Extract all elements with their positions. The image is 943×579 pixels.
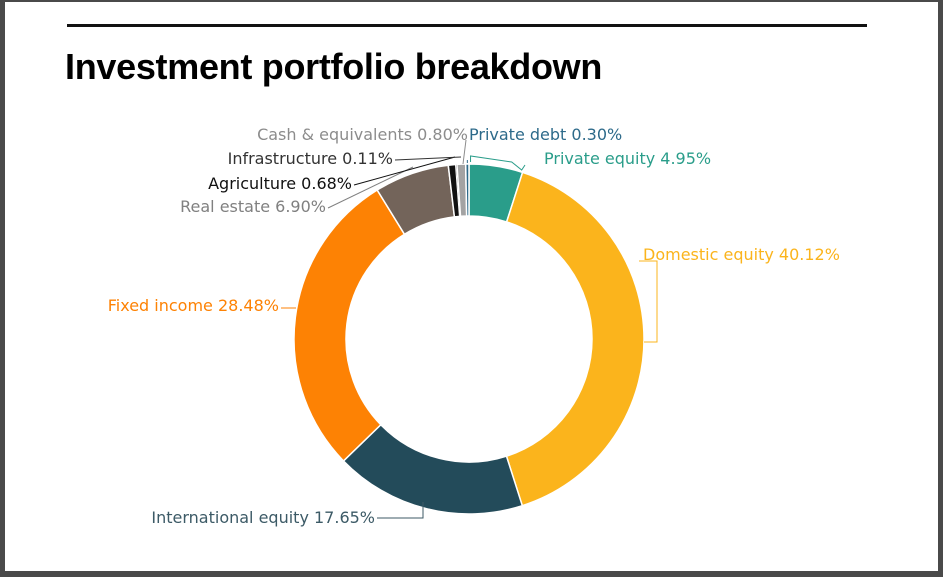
chart-title: Investment portfolio breakdown <box>65 46 603 87</box>
data-label-agriculture: Agriculture 0.68% <box>208 174 352 193</box>
data-label-international-equity: International equity 17.65% <box>151 508 375 527</box>
data-label-infrastructure: Infrastructure 0.11% <box>228 149 393 168</box>
slice-private-debt <box>464 163 470 217</box>
leader-line-international-equity <box>377 502 424 519</box>
leader-line-infrastructure <box>394 156 462 161</box>
data-label-private-equity: Private equity 4.95% <box>544 149 711 168</box>
leader-line-cash-and-equivalents <box>462 139 467 165</box>
slice-fixed-income <box>293 188 406 463</box>
data-label-private-debt: Private debt 0.30% <box>469 125 622 144</box>
leader-line-domestic-equity <box>639 260 658 343</box>
leader-line-agriculture <box>353 156 456 186</box>
leader-line-private-equity <box>470 155 526 171</box>
data-label-cash-and-equivalents: Cash & equivalents 0.80% <box>257 125 468 144</box>
top-rule <box>67 24 867 27</box>
leader-line-real-estate <box>327 166 414 209</box>
donut-chart: Private equity 4.95% Domestic equity 40.1… <box>108 125 840 527</box>
data-label-domestic-equity: Domestic equity 40.12% <box>643 245 840 264</box>
slice-domestic-equity <box>505 171 645 507</box>
data-label-fixed-income: Fixed income 28.48% <box>108 296 279 315</box>
slice-international-equity <box>342 423 524 515</box>
data-label-real-estate: Real estate 6.90% <box>180 197 326 216</box>
